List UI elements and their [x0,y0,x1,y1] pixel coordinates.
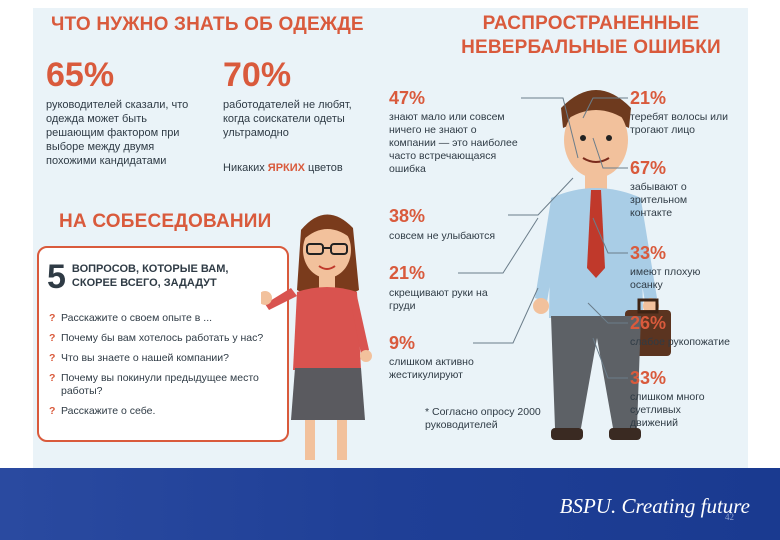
questions-list: ? Расскажите о своем опыте в ... ? Почему … [49,312,284,425]
error-right-4-value: 26% [630,313,667,333]
questions-card-title: ВОПРОСОВ, КОТОРЫЕ ВАМ, СКОРЕЕ ВСЕГО, ЗАД… [71,263,229,289]
errors-heading: РАСПРОСТРАНЕННЫЕ НЕВЕРБАЛЬНЫЕ ОШИБКИ [461,13,721,58]
list-item: ? Почему вы покинули предыдущее место раб… [49,372,284,398]
list-item: ? Расскажите о своем опыте в ... [49,312,284,325]
questions-card-header: 5 ВОПРОСОВ, КОТОРЫЕ ВАМ, СКОРЕЕ ВСЕГО, З… [47,258,257,296]
woman-illustration [261,214,372,460]
list-item: ? Что вы знаете о нашей компании? [49,352,284,365]
error-right-5-text: слишком много суетливых движений [630,391,705,429]
stat-65-value: 65% [46,56,115,94]
error-right-3-value: 33% [630,243,667,263]
error-right-5-value: 33% [630,368,667,388]
clothes-heading: ЧТО НУЖНО ЗНАТЬ ОБ ОДЕЖДЕ [51,14,364,35]
error-right-4-text: слабое рукопожатие [630,336,730,348]
stat-65-text: руководителей сказали, что одежда может … [46,99,189,167]
man-illustration [533,90,671,440]
error-left-4-value: 9% [389,333,416,353]
error-right-3-text: имеют плохую осанку [630,266,701,291]
interview-heading: НА СОБЕСЕДОВАНИИ [59,211,272,232]
list-item: ? Почему бы вам хотелось работать у нас? [49,332,284,345]
question-text: Что вы знаете о нашей компании? [61,352,229,364]
question-text: Расскажите о себе. [61,405,156,417]
error-left-4-text: слишком активно жестикулируют [389,356,474,381]
question-mark-icon: ? [49,405,56,417]
question-text: Почему вы покинули предыдущее место рабо… [61,372,259,397]
error-left-3-value: 21% [389,263,426,283]
error-left-2-text: совсем не улыбаются [389,230,496,242]
question-mark-icon: ? [49,332,56,344]
error-left-1-value: 47% [389,88,426,108]
error-left-3-text: скрещивают руки на груди [389,287,488,312]
error-left-2-value: 38% [389,206,426,226]
footer-slogan: BSPU. Creating future [559,494,750,518]
question-mark-icon: ? [49,312,56,324]
no-bright-after: цветов [304,162,343,174]
error-right-2-value: 67% [630,158,667,178]
question-mark-icon: ? [49,372,56,384]
question-mark-icon: ? [49,352,56,364]
no-bright-before: Никаких [223,162,268,174]
error-right-1-text: теребят волосы или трогают лицо [630,111,729,136]
error-right-2-text: забывают о зрительном контакте [630,181,688,219]
page-number: 42 [725,512,734,522]
footer-bar: BSPU. Creating future 42 [0,468,780,540]
error-right-1-value: 21% [630,88,667,108]
questions-count: 5 [47,258,66,296]
questions-card: 5 ВОПРОСОВ, КОТОРЫЕ ВАМ, СКОРЕЕ ВСЕГО, З… [37,246,289,442]
leader-lines [458,97,628,379]
stat-70-text: работодателей не любят, когда соискатели… [223,99,352,139]
no-bright-accent: ЯРКИХ [267,162,305,174]
stat-70-value: 70% [223,56,292,94]
infographic: ЧТО НУЖНО ЗНАТЬ ОБ ОДЕЖДЕ 65% руководите… [33,8,748,468]
error-left-1-text: знают мало или совсем ничего не знают о … [389,111,518,175]
no-bright-colors-note: Никаких ЯРКИХ цветов [223,162,343,174]
footnote-text: * Согласно опросу 2000 руководителей [425,406,541,431]
question-text: Почему бы вам хотелось работать у нас? [61,332,264,344]
list-item: ? Расскажите о себе. [49,405,284,418]
footnote: * Согласно опросу 2000 руководителей [425,406,545,432]
question-text: Расскажите о своем опыте в ... [61,312,213,324]
